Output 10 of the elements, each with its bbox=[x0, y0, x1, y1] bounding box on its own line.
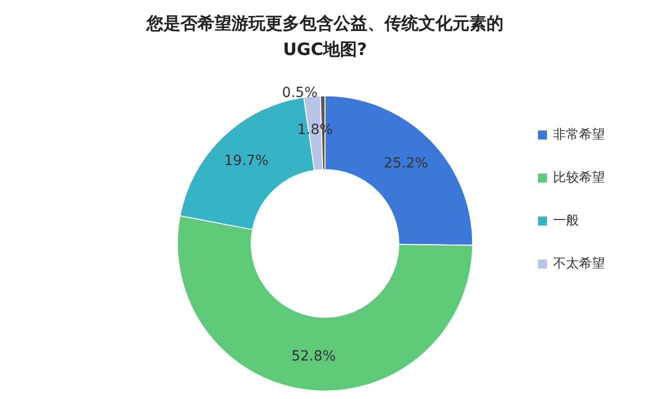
data-label: 19.7% bbox=[224, 153, 269, 170]
data-label: 52.8% bbox=[291, 348, 336, 365]
legend-label: 非常希望 bbox=[553, 128, 605, 142]
legend-label: 比较希望 bbox=[553, 170, 605, 186]
data-label: 1.8% bbox=[297, 122, 333, 138]
legend-label: 一般 bbox=[553, 214, 579, 228]
data-label: 0.5% bbox=[282, 84, 318, 101]
legend-label: 不太希望 bbox=[553, 256, 605, 272]
chart-title: 您是否希望游玩更多包含公益、传统文化元素的 UGC地图? bbox=[146, 14, 504, 60]
data-label: 25.2% bbox=[384, 155, 428, 172]
